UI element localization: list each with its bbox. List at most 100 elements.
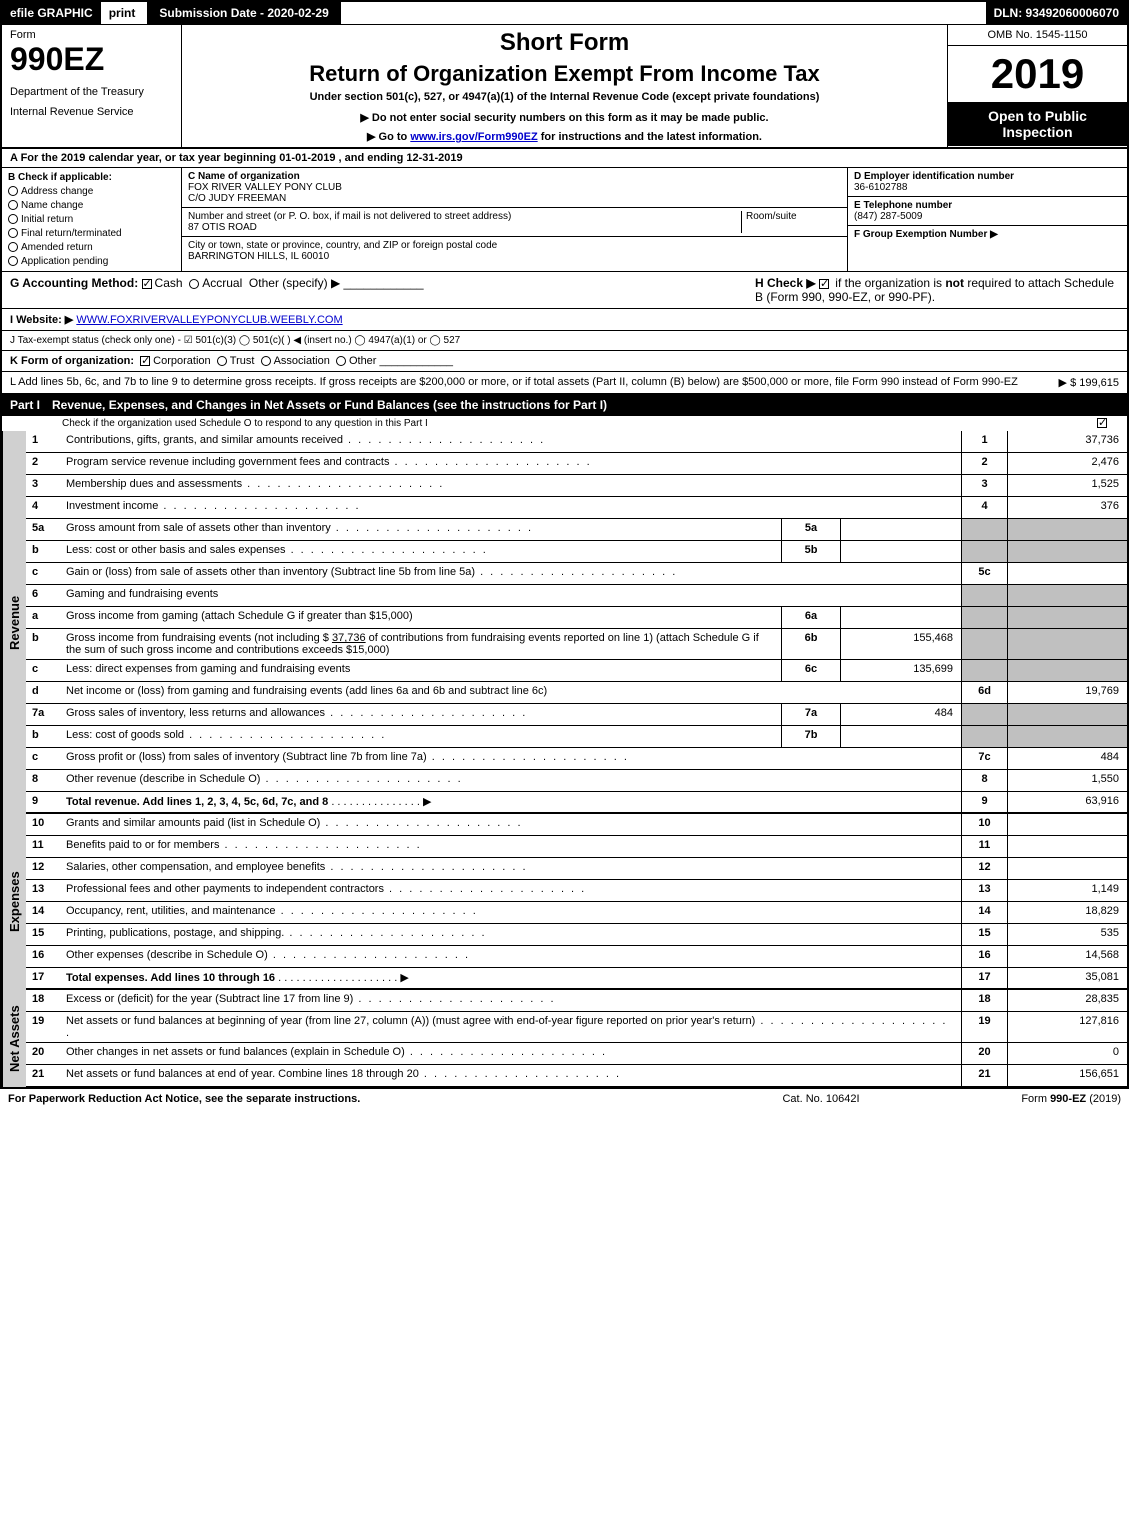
page-footer: For Paperwork Reduction Act Notice, see … [0,1089,1129,1109]
cb-name-change[interactable]: Name change [8,200,175,211]
line-1-num: 1 [26,431,62,452]
cb-trust[interactable] [217,356,227,366]
line-4-val: 376 [1007,497,1127,518]
irs-link[interactable]: www.irs.gov/Form990EZ [410,131,537,143]
footer-catalog: Cat. No. 10642I [721,1093,921,1105]
org-name-label: C Name of organization [188,171,300,182]
care-of: C/O JUDY FREEMAN [188,193,286,204]
website-label: I Website: ▶ [10,314,73,326]
part-1-label: Part I [10,398,40,412]
section-h: H Check ▶ if the organization is not req… [747,272,1127,308]
cb-association[interactable] [261,356,271,366]
line-6c-val: 135,699 [841,660,961,681]
line-9-val: 63,916 [1007,792,1127,812]
line-18-val: 28,835 [1007,990,1127,1011]
line-6b-desc: Gross income from fundraising events (no… [62,629,781,659]
l-amount: ▶ $ 199,615 [1039,376,1119,389]
line-20-val: 0 [1007,1043,1127,1064]
short-form-title: Short Form [194,29,935,57]
accounting-label: G Accounting Method: [10,276,138,290]
city-label: City or town, state or province, country… [188,240,497,251]
line-7b-desc: Less: cost of goods sold [62,726,781,747]
line-18-desc: Excess or (deficit) for the year (Subtra… [62,990,961,1011]
section-g: G Accounting Method: Cash Accrual Other … [2,272,747,308]
line-8-desc: Other revenue (describe in Schedule O) [62,770,961,791]
open-to-public: Open to Public Inspection [948,102,1127,146]
line-6d-val: 19,769 [1007,682,1127,703]
entity-info: B Check if applicable: Address change Na… [2,168,1127,272]
dept-treasury: Department of the Treasury [10,86,173,98]
street-address: 87 OTIS ROAD [188,222,257,233]
right-info: D Employer identification number 36-6102… [847,168,1127,271]
section-l: L Add lines 5b, 6c, and 7b to line 9 to … [2,372,1127,394]
line-10-desc: Grants and similar amounts paid (list in… [62,814,961,835]
ein-value: 36-6102788 [854,182,907,193]
omb-number: OMB No. 1545-1150 [948,25,1127,46]
submission-date: Submission Date - 2020-02-29 [147,2,340,24]
cb-schedule-o[interactable] [1097,418,1107,428]
cb-cash[interactable] [142,279,152,289]
line-8-val: 1,550 [1007,770,1127,791]
line-21-val: 156,651 [1007,1065,1127,1086]
cb-initial-return[interactable]: Initial return [8,214,175,225]
line-5a-desc: Gross amount from sale of assets other t… [62,519,781,540]
cb-address-change[interactable]: Address change [8,186,175,197]
line-7c-val: 484 [1007,748,1127,769]
line-9-desc: Total revenue. Add lines 1, 2, 3, 4, 5c,… [62,792,961,812]
line-16-desc: Other expenses (describe in Schedule O) [62,946,961,967]
line-12-desc: Salaries, other compensation, and employ… [62,858,961,879]
part-1-title: Revenue, Expenses, and Changes in Net As… [52,398,1119,412]
cb-other[interactable] [336,356,346,366]
line-15-val: 535 [1007,924,1127,945]
header-left: Form 990EZ Department of the Treasury In… [2,25,182,147]
website-link[interactable]: WWW.FOXRIVERVALLEYPONYCLUB.WEEBLY.COM [76,314,342,326]
line-3-desc: Membership dues and assessments [62,475,961,496]
line-14-desc: Occupancy, rent, utilities, and maintena… [62,902,961,923]
line-16-val: 14,568 [1007,946,1127,967]
header-right: OMB No. 1545-1150 2019 Open to Public In… [947,25,1127,147]
line-7a-val: 484 [841,704,961,725]
line-5c-desc: Gain or (loss) from sale of assets other… [62,563,961,584]
main-title: Return of Organization Exempt From Incom… [194,61,935,87]
link-suffix: for instructions and the latest informat… [538,131,762,143]
h-not: not [945,276,964,290]
line-13-desc: Professional fees and other payments to … [62,880,961,901]
expenses-side-label: Expenses [2,814,26,990]
cb-final-return[interactable]: Final return/terminated [8,228,175,239]
tax-year: 2019 [948,46,1127,102]
cb-corporation[interactable] [140,356,150,366]
line-2-val: 2,476 [1007,453,1127,474]
line-7a-desc: Gross sales of inventory, less returns a… [62,704,781,725]
dept-irs: Internal Revenue Service [10,106,173,118]
section-c: C Name of organization FOX RIVER VALLEY … [182,168,847,271]
form-990ez: efile GRAPHIC print Submission Date - 20… [0,0,1129,1089]
line-2-desc: Program service revenue including govern… [62,453,961,474]
section-j: J Tax-exempt status (check only one) - ☑… [2,331,1127,351]
line-19-desc: Net assets or fund balances at beginning… [62,1012,961,1042]
line-5b-desc: Less: cost or other basis and sales expe… [62,541,781,562]
net-assets-section: Net Assets 18Excess or (deficit) for the… [2,990,1127,1087]
cb-amended-return[interactable]: Amended return [8,242,175,253]
revenue-side-label: Revenue [2,431,26,814]
line-6-desc: Gaming and fundraising events [62,585,961,606]
street-label: Number and street (or P. O. box, if mail… [188,211,511,222]
print-label[interactable]: print [101,2,144,24]
line-17-val: 35,081 [1007,968,1127,988]
k-label: K Form of organization: [10,355,134,367]
cb-schedule-b[interactable] [819,279,829,289]
line-19-val: 127,816 [1007,1012,1127,1042]
line-13-val: 1,149 [1007,880,1127,901]
org-name: FOX RIVER VALLEY PONY CLUB [188,182,342,193]
cb-application-pending[interactable]: Application pending [8,256,175,267]
section-i: I Website: ▶ WWW.FOXRIVERVALLEYPONYCLUB.… [2,309,1127,331]
revenue-section: Revenue 1Contributions, gifts, grants, a… [2,431,1127,814]
line-3-val: 1,525 [1007,475,1127,496]
tax-period: A For the 2019 calendar year, or tax yea… [2,149,1127,168]
line-7c-desc: Gross profit or (loss) from sales of inv… [62,748,961,769]
line-20-desc: Other changes in net assets or fund bala… [62,1043,961,1064]
line-14-val: 18,829 [1007,902,1127,923]
room-label: Room/suite [746,211,797,222]
form-word: Form [10,29,173,41]
line-6b-val: 155,468 [841,629,961,659]
cb-accrual[interactable] [189,279,199,289]
